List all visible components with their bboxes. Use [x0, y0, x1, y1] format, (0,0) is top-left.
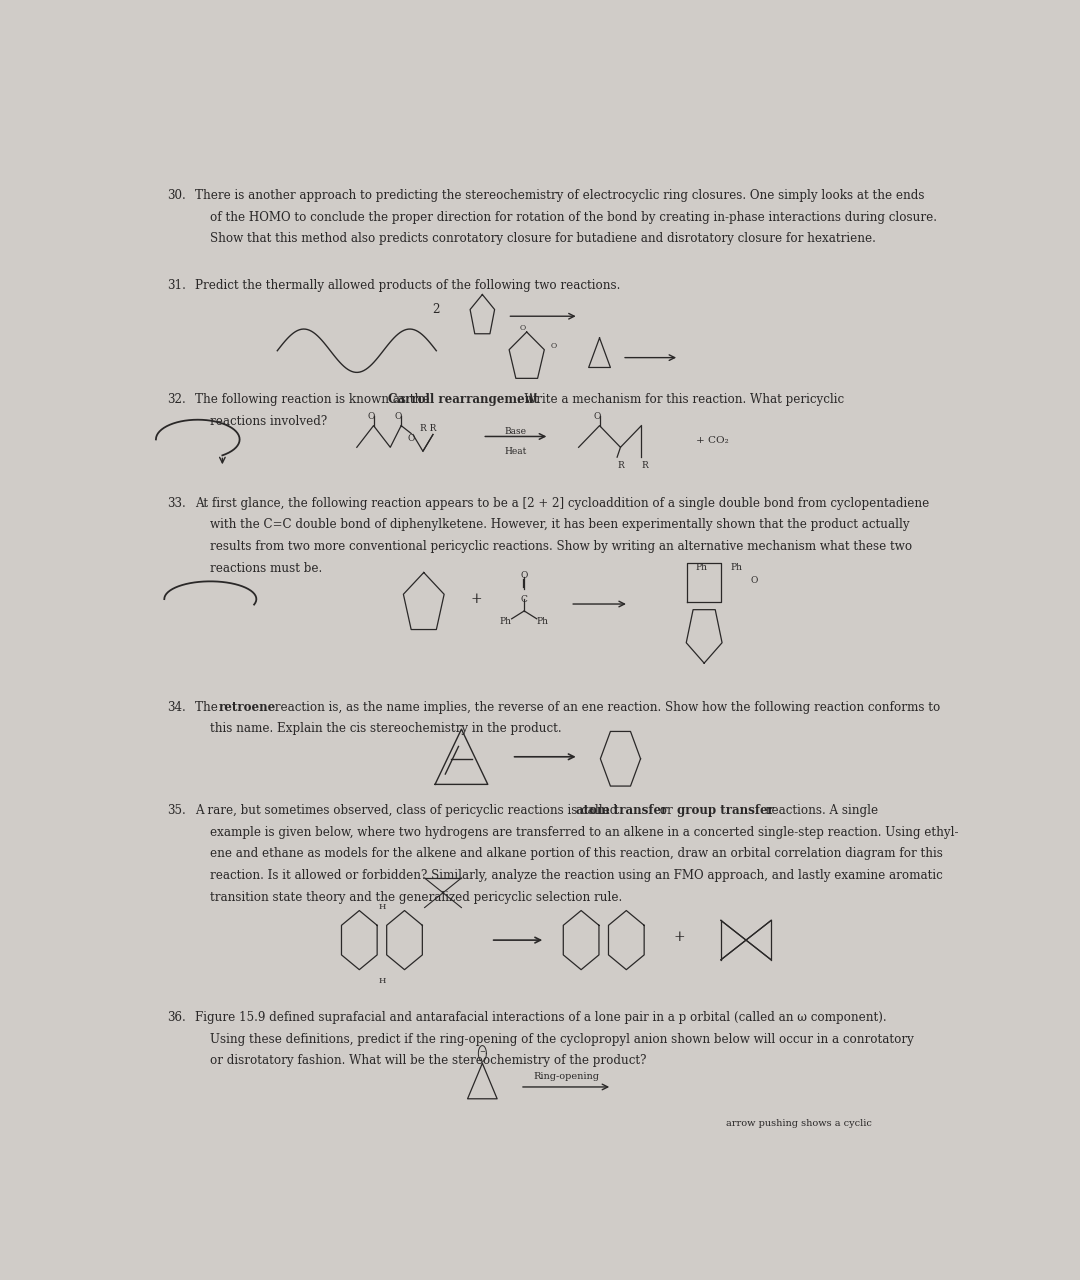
Text: reactions involved?: reactions involved?: [211, 415, 327, 428]
Text: There is another approach to predicting the stereochemistry of electrocyclic rin: There is another approach to predicting …: [195, 189, 924, 202]
Text: or: or: [656, 804, 676, 817]
Text: Ph: Ph: [731, 563, 743, 572]
Text: reaction. Is it allowed or forbidden? Similarly, analyze the reaction using an F: reaction. Is it allowed or forbidden? Si…: [211, 869, 943, 882]
Text: −: −: [480, 1048, 485, 1056]
Text: A rare, but sometimes observed, class of pericyclic reactions is called: A rare, but sometimes observed, class of…: [195, 804, 621, 817]
Text: transition state theory and the generalized pericyclic selection rule.: transition state theory and the generali…: [211, 891, 622, 904]
Text: this name. Explain the cis stereochemistry in the product.: this name. Explain the cis stereochemist…: [211, 722, 562, 735]
Text: reactions. A single: reactions. A single: [761, 804, 878, 817]
Text: . Write a mechanism for this reaction. What pericyclic: . Write a mechanism for this reaction. W…: [516, 393, 843, 406]
Text: R R: R R: [420, 424, 436, 433]
Text: O: O: [594, 412, 602, 421]
Text: 36.: 36.: [166, 1011, 186, 1024]
Text: 34.: 34.: [166, 700, 186, 714]
Text: or disrotatory fashion. What will be the stereochemistry of the product?: or disrotatory fashion. What will be the…: [211, 1055, 647, 1068]
Text: O: O: [550, 343, 556, 351]
Text: 32.: 32.: [166, 393, 186, 406]
Text: Predict the thermally allowed products of the following two reactions.: Predict the thermally allowed products o…: [195, 279, 621, 292]
Text: Show that this method also predicts conrotatory closure for butadiene and disrot: Show that this method also predicts conr…: [211, 233, 876, 246]
Text: Figure 15.9 defined suprafacial and antarafacial interactions of a lone pair in : Figure 15.9 defined suprafacial and anta…: [195, 1011, 887, 1024]
Text: O: O: [407, 434, 415, 443]
Text: R: R: [642, 461, 648, 470]
Text: At first glance, the following reaction appears to be a [2 + 2] cycloaddition of: At first glance, the following reaction …: [195, 497, 930, 509]
Text: atom transfer: atom transfer: [576, 804, 667, 817]
Text: +: +: [673, 931, 685, 945]
Text: Base: Base: [504, 426, 527, 435]
Text: C: C: [521, 595, 528, 604]
Text: 35.: 35.: [166, 804, 186, 817]
Text: Carroll rearrangement: Carroll rearrangement: [388, 393, 539, 406]
Text: with the C=C double bond of diphenylketene. However, it has been experimentally : with the C=C double bond of diphenylkete…: [211, 518, 910, 531]
Text: Ring-opening: Ring-opening: [534, 1073, 599, 1082]
Text: O: O: [521, 571, 528, 581]
Text: 33.: 33.: [166, 497, 186, 509]
Text: 30.: 30.: [166, 189, 186, 202]
Text: O: O: [394, 412, 402, 421]
Text: + CO₂: + CO₂: [696, 436, 729, 445]
Text: O: O: [751, 576, 757, 585]
Text: 2: 2: [432, 303, 440, 316]
Text: results from two more conventional pericyclic reactions. Show by writing an alte: results from two more conventional peric…: [211, 540, 913, 553]
Text: reaction is, as the name implies, the reverse of an ene reaction. Show how the f: reaction is, as the name implies, the re…: [271, 700, 941, 714]
Text: ene and ethane as models for the alkene and alkane portion of this reaction, dra: ene and ethane as models for the alkene …: [211, 847, 943, 860]
Text: example is given below, where two hydrogens are transferred to an alkene in a co: example is given below, where two hydrog…: [211, 826, 959, 838]
Text: retroene: retroene: [218, 700, 276, 714]
Text: Using these definitions, predict if the ring-opening of the cyclopropyl anion sh: Using these definitions, predict if the …: [211, 1033, 914, 1046]
Text: O: O: [521, 324, 526, 332]
Text: H: H: [378, 977, 386, 986]
Text: R: R: [617, 461, 624, 470]
Text: H: H: [378, 904, 386, 911]
Text: Ph: Ph: [500, 617, 512, 626]
Text: group transfer: group transfer: [676, 804, 773, 817]
Text: Heat: Heat: [504, 447, 527, 456]
Text: 31.: 31.: [166, 279, 186, 292]
Text: +: +: [471, 593, 483, 607]
Text: arrow pushing shows a cyclic: arrow pushing shows a cyclic: [726, 1120, 872, 1129]
Text: reactions must be.: reactions must be.: [211, 562, 323, 575]
Text: Ph: Ph: [696, 563, 707, 572]
Text: O: O: [367, 412, 375, 421]
Text: Ph: Ph: [537, 617, 549, 626]
Text: The: The: [195, 700, 221, 714]
Text: The following reaction is known as the: The following reaction is known as the: [195, 393, 433, 406]
Text: of the HOMO to conclude the proper direction for rotation of the bond by creatin: of the HOMO to conclude the proper direc…: [211, 211, 937, 224]
